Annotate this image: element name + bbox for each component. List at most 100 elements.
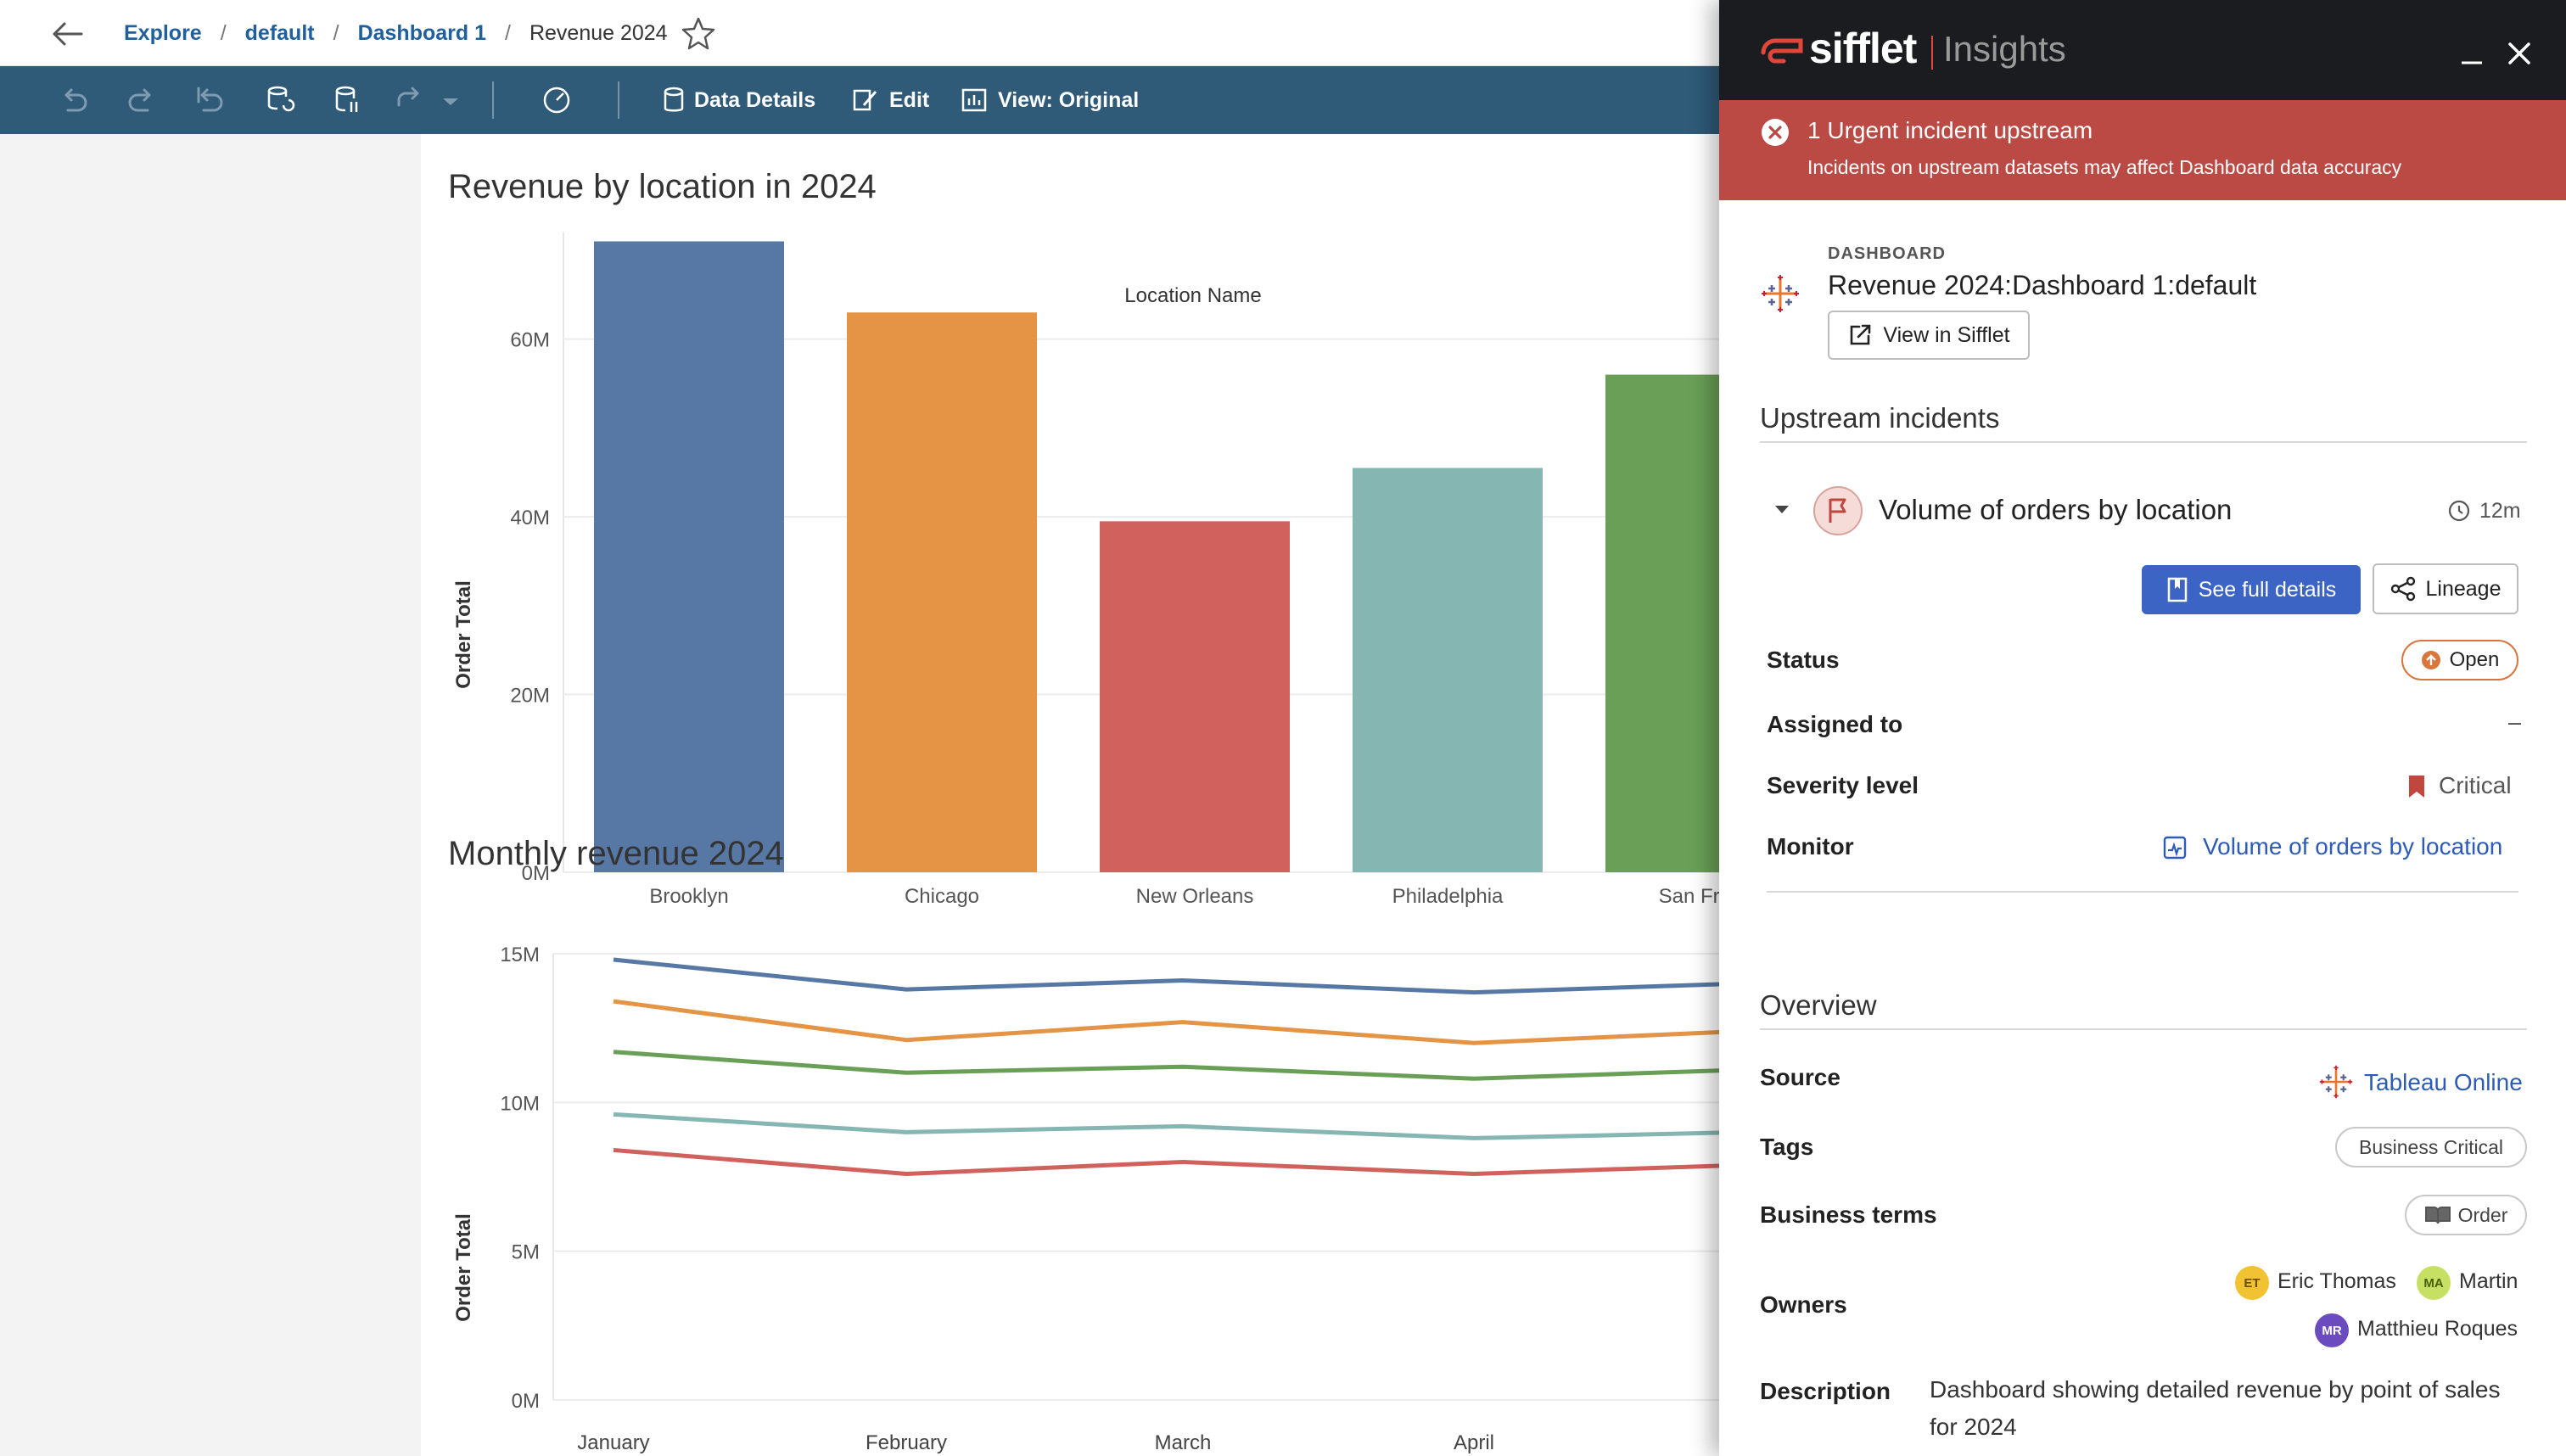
view-in-sifflet-button[interactable]: View in Sifflet: [1828, 311, 2030, 360]
back-arrow-icon[interactable]: [48, 15, 85, 53]
incident-name[interactable]: Volume of orders by location: [1879, 494, 2233, 525]
breadcrumb-separator: /: [505, 20, 511, 45]
database-icon: [664, 87, 684, 112]
assigned-to-label: Assigned to: [1767, 711, 1903, 737]
undo-icon[interactable]: [54, 81, 92, 119]
y-tick-label: 0M: [522, 862, 550, 885]
tag-business-critical[interactable]: Business Critical: [2335, 1127, 2527, 1168]
view-label: View: Original: [998, 87, 1140, 112]
bar-chart: Location Name Order Total 0M 20M 40M 60M Brook…: [452, 232, 1719, 908]
x-tick-label: New Orleans: [1136, 885, 1254, 908]
redo-icon[interactable]: [124, 81, 161, 119]
bar-chart-y-axis-title: Order Total: [452, 580, 475, 689]
series-line-2: [613, 999, 1719, 1045]
x-tick-label: April: [1454, 1431, 1494, 1454]
status-up-arrow-icon: [2421, 651, 2440, 669]
owner-avatar: MR: [2315, 1313, 2349, 1347]
status-value: Open: [2449, 648, 2500, 671]
performance-gauge-icon[interactable]: [538, 81, 575, 119]
asset-type: DASHBOARD: [1828, 244, 1946, 263]
sifflet-logo-icon: [1761, 38, 1803, 64]
see-full-details-label: See full details: [2198, 577, 2337, 602]
clock-icon: [2448, 500, 2470, 522]
monitor-label: Monitor: [1767, 833, 1854, 860]
brand-divider: [1931, 36, 1933, 70]
product-name: Insights: [1943, 29, 2066, 69]
incident-age: 12m: [2479, 499, 2521, 523]
source-link[interactable]: Tableau Online: [2364, 1069, 2523, 1095]
x-tick-label: January: [577, 1431, 649, 1454]
view-original-button[interactable]: View: Original: [961, 66, 1139, 134]
brand-name: sifflet: [1809, 25, 1917, 72]
panel-header: sifflet Insights: [1719, 0, 2566, 100]
description-line: Dashboard showing detailed revenue by po…: [1930, 1376, 2501, 1403]
dashboard-canvas: Revenue by location in 2024 Location Nam…: [421, 134, 1719, 1456]
asset-name: Revenue 2024:Dashboard 1:default: [1828, 270, 2257, 300]
y-tick-label: 40M: [510, 507, 550, 529]
status-label: Status: [1767, 647, 1840, 673]
data-details-button[interactable]: Data Details: [664, 66, 815, 134]
owners-label: Owners: [1760, 1291, 1847, 1318]
see-full-details-button[interactable]: See full details: [2142, 565, 2361, 614]
refresh-data-icon[interactable]: [261, 81, 299, 119]
bar-chart-header: Location Name: [1124, 284, 1261, 307]
view-in-sifflet-label: View in Sifflet: [1883, 322, 2010, 347]
error-circle-icon: [1762, 119, 1789, 146]
revert-icon[interactable]: [190, 81, 227, 119]
caret-down-icon[interactable]: [1772, 499, 1792, 519]
section-divider: [1760, 441, 2527, 443]
external-link-icon: [1851, 324, 1871, 345]
description-line: for 2024: [1930, 1414, 2017, 1440]
assigned-to-value[interactable]: –: [2508, 709, 2522, 735]
x-tick-label: March: [1155, 1431, 1212, 1454]
severity-critical-icon: [2409, 776, 2424, 798]
overview-title: Overview: [1760, 989, 1877, 1021]
y-tick-label: 60M: [510, 329, 550, 352]
severity-label: Severity level: [1767, 772, 1919, 798]
term-order[interactable]: Order: [2405, 1195, 2527, 1235]
series-line-1: [613, 957, 1719, 995]
series-line-4: [613, 1112, 1719, 1140]
line-chart: Order Total 0M 5M 10M 15M January February Marc…: [452, 944, 1719, 1454]
lineage-icon: [2390, 576, 2415, 602]
business-terms-label: Business terms: [1760, 1201, 1937, 1228]
favorite-star-icon[interactable]: [681, 15, 716, 51]
book-icon: [2167, 577, 2187, 602]
y-tick-label: 20M: [510, 685, 550, 708]
breadcrumb-separator: /: [333, 20, 339, 45]
breadcrumb: Explore / default / Dashboard 1 / Revenu…: [124, 0, 668, 66]
owner-name[interactable]: Martin: [2459, 1269, 2518, 1293]
tags-label: Tags: [1760, 1134, 1814, 1160]
severity-value[interactable]: Critical: [2439, 772, 2512, 798]
breadcrumb-explore[interactable]: Explore: [124, 20, 202, 45]
monitor-link[interactable]: Volume of orders by location: [2203, 833, 2503, 860]
x-tick-label: Chicago: [905, 885, 979, 908]
tableau-icon: [2319, 1065, 2353, 1099]
owner-name[interactable]: Matthieu Roques: [2357, 1317, 2518, 1341]
bar-new-orleans: [1100, 521, 1290, 872]
tableau-icon: [1762, 275, 1799, 312]
bar-chicago: [847, 312, 1037, 872]
status-badge[interactable]: Open: [2401, 640, 2518, 680]
section-divider: [1760, 1028, 2527, 1030]
minimize-icon[interactable]: [2457, 41, 2486, 70]
breadcrumb-default[interactable]: default: [244, 20, 315, 45]
edit-button[interactable]: Edit: [852, 66, 929, 134]
owner-avatar: ET: [2235, 1266, 2269, 1300]
breadcrumb-dashboard[interactable]: Dashboard 1: [357, 20, 486, 45]
alert-title: 1 Urgent incident upstream: [1807, 117, 2093, 143]
breadcrumb-separator: /: [220, 20, 227, 45]
pause-updates-icon[interactable]: [329, 81, 367, 119]
close-icon[interactable]: [2503, 37, 2535, 70]
toolbar-divider: [618, 81, 619, 119]
owner-name[interactable]: Eric Thomas: [2277, 1269, 2396, 1293]
edit-label: Edit: [889, 87, 930, 112]
canvas-margin: [0, 134, 421, 1456]
incident-flag-icon: [1813, 486, 1863, 535]
source-label: Source: [1760, 1064, 1840, 1090]
bar-san-fran: [1605, 374, 1719, 872]
x-tick-label: San Fran: [1659, 885, 1719, 908]
replay-icon[interactable]: [390, 81, 428, 119]
chevron-down-icon[interactable]: [436, 81, 465, 119]
lineage-button[interactable]: Lineage: [2373, 563, 2518, 614]
